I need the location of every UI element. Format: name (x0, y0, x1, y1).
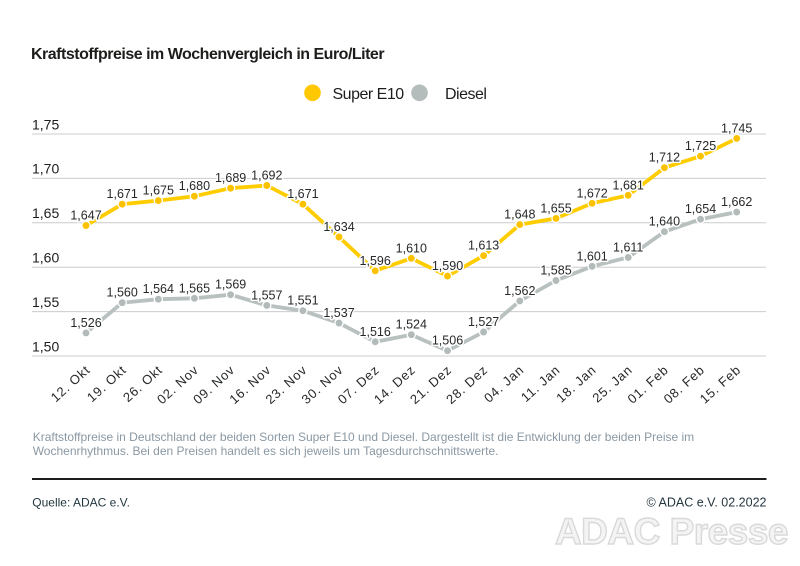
svg-text:1,569: 1,569 (215, 278, 246, 292)
svg-text:Quelle: ADAC e.V.: Quelle: ADAC e.V. (32, 495, 130, 509)
svg-text:1,671: 1,671 (287, 187, 318, 201)
svg-text:1,655: 1,655 (540, 201, 571, 215)
svg-text:Diesel: Diesel (445, 86, 486, 103)
svg-text:1,557: 1,557 (251, 288, 282, 302)
svg-text:1,681: 1,681 (613, 178, 644, 192)
svg-text:Kraftstoffpreise in Deutschlan: Kraftstoffpreise in Deutschland der beid… (33, 430, 694, 444)
svg-text:1,551: 1,551 (287, 294, 318, 308)
svg-text:Kraftstoffpreise im Wochenverg: Kraftstoffpreise im Wochenvergleich in E… (31, 46, 384, 63)
svg-text:ADAC Presse: ADAC Presse (555, 511, 788, 552)
svg-text:1,613: 1,613 (468, 239, 499, 253)
svg-text:1,585: 1,585 (540, 264, 571, 278)
svg-text:1,647: 1,647 (70, 209, 101, 223)
svg-text:1,692: 1,692 (251, 169, 282, 183)
svg-text:1,565: 1,565 (179, 281, 210, 295)
svg-text:1,524: 1,524 (396, 318, 427, 332)
svg-text:© ADAC e.V. 02.2022: © ADAC e.V. 02.2022 (647, 495, 767, 509)
svg-text:1,672: 1,672 (576, 186, 607, 200)
svg-text:1,55: 1,55 (32, 294, 59, 310)
svg-text:1,60: 1,60 (32, 250, 59, 266)
svg-text:1,527: 1,527 (468, 315, 499, 329)
svg-text:1,648: 1,648 (504, 208, 535, 222)
svg-text:1,560: 1,560 (107, 286, 138, 300)
svg-text:1,596: 1,596 (360, 254, 391, 268)
svg-text:1,564: 1,564 (143, 282, 174, 296)
svg-text:1,640: 1,640 (649, 215, 680, 229)
svg-text:1,601: 1,601 (576, 249, 607, 263)
svg-text:Super E10: Super E10 (333, 86, 405, 103)
svg-text:1,50: 1,50 (32, 338, 59, 354)
svg-text:1,562: 1,562 (504, 284, 535, 298)
svg-text:1,675: 1,675 (143, 184, 174, 198)
svg-text:1,745: 1,745 (721, 121, 752, 135)
svg-text:1,634: 1,634 (323, 220, 354, 234)
svg-text:1,610: 1,610 (396, 241, 427, 255)
svg-text:1,516: 1,516 (360, 325, 391, 339)
svg-text:1,65: 1,65 (32, 205, 59, 221)
svg-text:1,611: 1,611 (613, 240, 643, 254)
svg-text:1,712: 1,712 (649, 151, 680, 165)
svg-text:1,671: 1,671 (107, 187, 138, 201)
svg-text:1,506: 1,506 (432, 334, 463, 348)
svg-text:Wochenrhythmus. Bei den Preise: Wochenrhythmus. Bei den Preisen handelt … (33, 444, 499, 458)
svg-text:1,680: 1,680 (179, 179, 210, 193)
svg-text:1,590: 1,590 (432, 259, 463, 273)
svg-text:1,537: 1,537 (323, 306, 354, 320)
svg-text:1,725: 1,725 (685, 139, 716, 153)
svg-text:1,654: 1,654 (685, 202, 716, 216)
svg-text:1,662: 1,662 (721, 195, 752, 209)
svg-text:1,70: 1,70 (32, 161, 59, 177)
svg-text:1,526: 1,526 (70, 316, 101, 330)
svg-text:1,75: 1,75 (32, 116, 59, 132)
svg-text:1,689: 1,689 (215, 171, 246, 185)
